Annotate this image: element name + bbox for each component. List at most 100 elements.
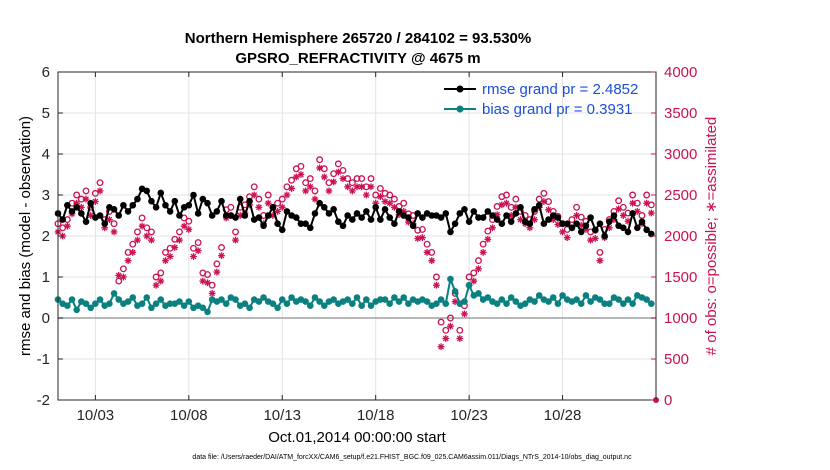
assimilated-obs-stroke (414, 235, 421, 242)
assimilated-obs-stroke (129, 249, 136, 256)
assimilated-obs-stroke (64, 223, 71, 230)
assimilated-obs-point (292, 173, 300, 181)
assimilated-obs-point (124, 257, 132, 264)
assimilated-obs-stroke (148, 237, 155, 243)
rmse-point (624, 228, 632, 236)
assimilated-obs-point (629, 199, 637, 207)
rmse-point (601, 232, 608, 240)
rmse-point (596, 220, 604, 227)
assimilated-obs-stroke (139, 223, 145, 230)
rmse-point (456, 210, 464, 217)
assimilated-obs-point (264, 199, 272, 207)
assimilated-obs-stroke (232, 237, 239, 243)
assimilated-obs-stroke (279, 204, 286, 211)
assimilated-obs-point (531, 216, 538, 223)
assimilated-obs-point (330, 178, 338, 186)
y-axis-label: rmse and bias (model - observation) (17, 116, 34, 356)
assimilated-obs-stroke (428, 257, 435, 264)
assimilated-obs-point (105, 216, 113, 223)
y-axis-right-label: # of obs: o=possible; ∗=assimilated (703, 117, 720, 356)
assimilated-obs-stroke (648, 210, 655, 216)
assimilated-obs-stroke (643, 200, 650, 207)
bias-point (545, 298, 552, 305)
assimilated-obs-point (232, 236, 239, 244)
assimilated-obs-point (358, 183, 366, 191)
rmse-point (96, 212, 104, 219)
assimilated-obs-point (596, 257, 604, 264)
rmse-point (143, 187, 151, 195)
assimilated-obs-point (190, 253, 197, 260)
possible-obs-point (119, 265, 127, 273)
rmse-point (222, 212, 230, 219)
assimilated-obs-point (461, 310, 468, 318)
rmse-point (335, 218, 342, 225)
rmse-point (124, 208, 132, 215)
possible-obs-point (367, 175, 375, 183)
y-tick-label: 0 (42, 310, 50, 327)
bias-point (82, 300, 90, 307)
series-lines (54, 185, 655, 316)
rmse-point (190, 191, 197, 199)
bias-point (129, 294, 137, 301)
bias-point (64, 302, 71, 310)
assimilated-obs-point (419, 234, 426, 242)
possible-obs-point (643, 191, 651, 199)
assimilated-obs-point (213, 268, 221, 276)
assimilated-obs-point (162, 257, 169, 264)
rmse-point (540, 220, 548, 227)
rmse-point (120, 201, 127, 209)
rmse-point (447, 228, 454, 236)
bias-point (166, 300, 174, 307)
possible-obs-point (503, 191, 510, 199)
x-tick-label: 10/08 (170, 407, 208, 424)
assimilated-obs-stroke (340, 175, 346, 182)
possible-obs-point (194, 239, 202, 247)
y2-tick-label: 1000 (664, 310, 697, 327)
rmse-point (129, 201, 137, 209)
bias-point (255, 298, 263, 305)
assimilated-obs-point (255, 203, 263, 211)
assimilated-obs-point (283, 191, 291, 199)
assimilated-obs-stroke (456, 335, 463, 342)
rmse-point (470, 208, 478, 215)
assimilated-obs-point (456, 335, 464, 342)
bias-point (549, 294, 557, 301)
assimilated-obs-stroke (87, 212, 94, 219)
assimilated-obs-point (96, 187, 104, 195)
assimilated-obs-stroke (209, 290, 216, 297)
rmse-point (110, 206, 118, 213)
assimilated-obs-stroke (597, 257, 603, 264)
assimilated-obs-stroke (489, 224, 496, 231)
rmse-point (218, 197, 225, 205)
bias-point (148, 304, 155, 312)
assimilated-obs-point (563, 234, 571, 242)
y-tick-label: 4 (42, 146, 50, 163)
bias-point (106, 300, 113, 307)
rmse-point (573, 220, 580, 227)
rmse-point (241, 212, 249, 219)
y2-tick-label: 3000 (664, 146, 697, 163)
possible-obs-point (573, 203, 581, 211)
assimilated-obs-point (171, 244, 179, 251)
rmse-point (489, 212, 496, 219)
possible-obs-point (334, 160, 342, 168)
bias-point (115, 296, 123, 303)
rmse-point (330, 206, 337, 213)
x-tick-label: 10/13 (263, 407, 301, 424)
rmse-point (391, 220, 398, 227)
assimilated-obs-stroke (167, 253, 173, 260)
bias-point (96, 296, 104, 303)
rmse-point (68, 208, 76, 215)
rmse-point (386, 214, 394, 221)
bias-point (582, 292, 590, 299)
y-tick-label: 3 (42, 187, 50, 204)
possible-obs-point (568, 216, 576, 224)
chart-title-line1: Northern Hemisphere 265720 / 284102 = 93… (185, 30, 531, 47)
y-tick-label: 2 (42, 228, 50, 245)
bias-point (437, 296, 445, 303)
possible-obs-point (353, 175, 361, 183)
rmse-point (213, 208, 221, 215)
rmse-point (526, 220, 534, 227)
possible-obs-point (255, 195, 263, 203)
